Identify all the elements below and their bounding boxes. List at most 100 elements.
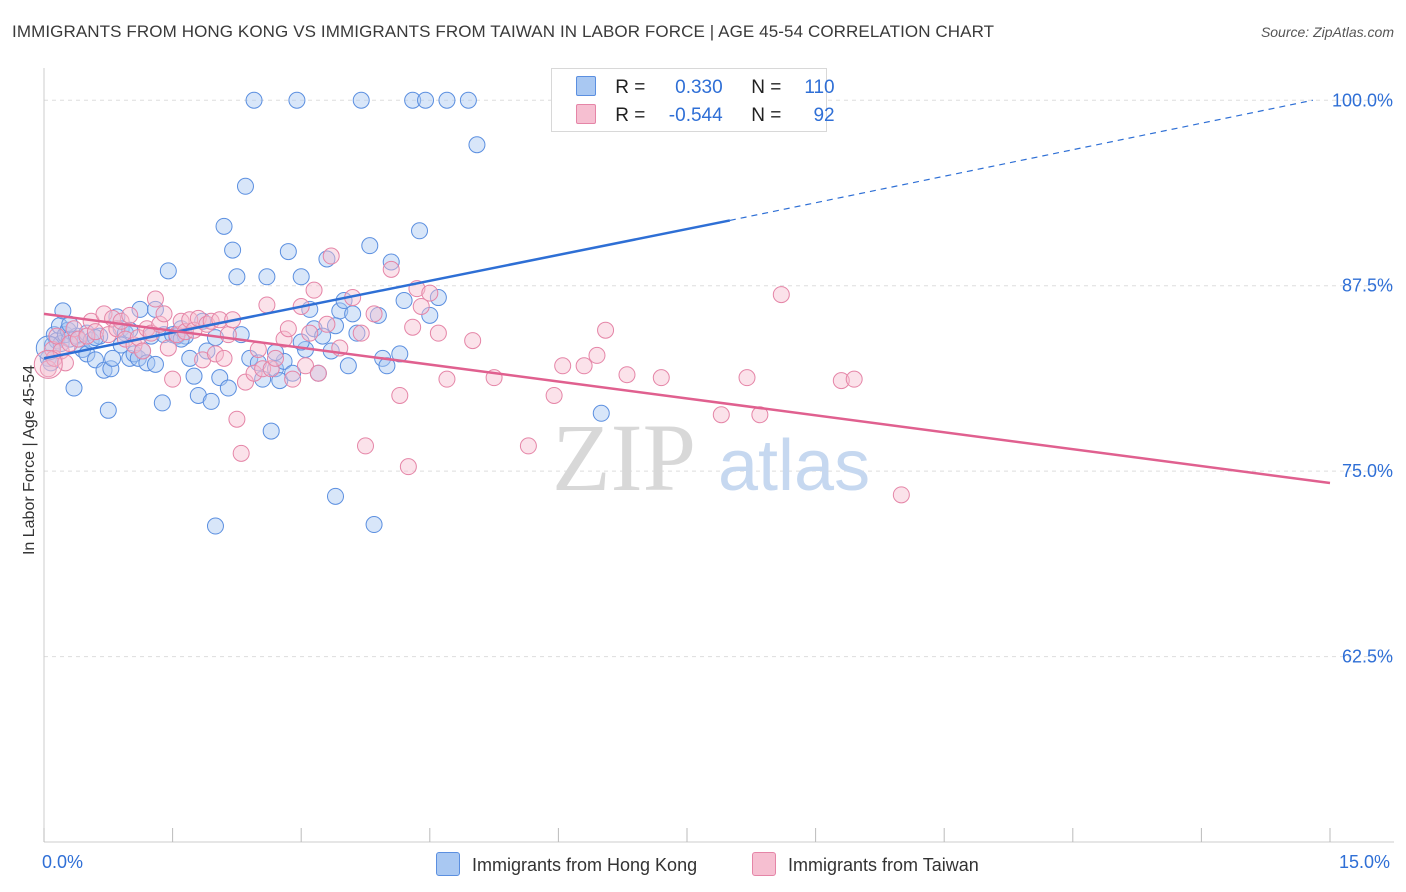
data-point-hong-kong xyxy=(352,91,370,109)
data-point-taiwan xyxy=(772,286,790,304)
data-point-hong-kong xyxy=(86,329,104,347)
data-point-hong-kong xyxy=(339,357,357,375)
data-point-hong-kong xyxy=(279,243,297,261)
data-point-taiwan xyxy=(296,357,314,375)
legend-n-value: 92 xyxy=(813,105,835,126)
data-point-hong-kong xyxy=(185,367,203,385)
data-point-taiwan xyxy=(391,386,409,404)
data-point-taiwan xyxy=(301,324,319,342)
data-point-taiwan xyxy=(832,372,850,390)
bottom-legend-taiwan-label: Immigrants from Taiwan xyxy=(788,855,979,875)
data-point-taiwan xyxy=(258,296,276,314)
legend-n-label: N = xyxy=(751,105,782,126)
data-point-hong-kong xyxy=(365,516,383,534)
data-point-taiwan xyxy=(588,346,606,364)
legend-r-label: R = xyxy=(615,77,646,98)
data-point-taiwan xyxy=(652,369,670,387)
data-point-hong-kong xyxy=(292,268,310,286)
data-point-taiwan xyxy=(738,369,756,387)
data-point-taiwan xyxy=(365,305,383,323)
data-point-taiwan xyxy=(266,349,284,367)
watermark-zip: ZIP xyxy=(552,404,696,511)
data-point-taiwan xyxy=(545,386,563,404)
legend-n-label: N = xyxy=(751,77,782,98)
y-tick-label: 100.0% xyxy=(1332,90,1393,110)
chart-title: IMMIGRANTS FROM HONG KONG VS IMMIGRANTS … xyxy=(12,22,995,41)
data-point-hong-kong xyxy=(224,241,242,259)
data-point-taiwan xyxy=(845,370,863,388)
legend-row-hong-kong: R = 0.330 N = 110 xyxy=(576,76,835,99)
data-point-taiwan xyxy=(254,360,272,378)
data-point-taiwan xyxy=(305,281,323,299)
data-point-hong-kong xyxy=(202,392,220,410)
y-tick-label: 75.0% xyxy=(1342,461,1393,481)
data-point-hong-kong xyxy=(348,324,366,342)
data-point-hong-kong xyxy=(459,91,477,109)
data-point-hong-kong xyxy=(429,289,447,307)
data-point-taiwan xyxy=(575,357,593,375)
data-point-hong-kong xyxy=(181,349,199,367)
correlation-legend: R = 0.330 N = 110 R = -0.544 N = 92 xyxy=(551,68,835,132)
data-point-hong-kong xyxy=(131,300,149,318)
data-point-hong-kong xyxy=(146,355,164,373)
data-point-taiwan xyxy=(121,306,139,324)
data-point-taiwan xyxy=(318,315,336,333)
y-tick-label: 62.5% xyxy=(1342,647,1393,667)
data-point-taiwan xyxy=(429,324,447,342)
legend-r-label: R = xyxy=(615,105,646,126)
data-point-hong-kong xyxy=(344,305,362,323)
data-point-taiwan xyxy=(275,330,293,348)
data-point-hong-kong xyxy=(153,394,171,412)
data-point-taiwan xyxy=(309,364,327,382)
data-point-hong-kong xyxy=(404,91,422,109)
bottom-legend-taiwan: Immigrants from Taiwan xyxy=(752,852,979,876)
data-point-hong-kong xyxy=(102,360,120,378)
data-point-hong-kong xyxy=(438,91,456,109)
data-point-hong-kong xyxy=(215,217,233,235)
data-point-taiwan xyxy=(159,339,177,357)
data-point-taiwan xyxy=(597,321,615,339)
data-point-taiwan xyxy=(519,437,537,455)
data-point-taiwan xyxy=(438,370,456,388)
data-point-hong-kong xyxy=(284,364,302,382)
data-point-hong-kong xyxy=(391,345,409,363)
data-point-hong-kong xyxy=(236,177,254,195)
axes xyxy=(43,68,1394,843)
source-credit: Source: ZipAtlas.com xyxy=(1260,24,1394,40)
data-point-hong-kong xyxy=(288,91,306,109)
data-point-hong-kong xyxy=(99,401,117,419)
data-point-taiwan xyxy=(464,332,482,350)
data-point-hong-kong xyxy=(159,262,177,280)
x-tick-label-max: 15.0% xyxy=(1339,852,1391,872)
data-point-taiwan xyxy=(39,360,57,378)
y-tick-label: 87.5% xyxy=(1342,276,1393,296)
legend-swatch-pink xyxy=(576,104,596,124)
data-point-hong-kong xyxy=(206,517,224,535)
data-point-taiwan xyxy=(65,320,83,338)
y-axis-label: In Labor Force | Age 45-54 xyxy=(21,364,38,556)
data-point-taiwan xyxy=(352,324,370,342)
data-point-hong-kong xyxy=(219,379,237,397)
bottom-legend-swatch-pink xyxy=(752,852,776,876)
data-point-taiwan xyxy=(554,357,572,375)
legend-r-value: -0.544 xyxy=(668,105,723,126)
data-point-taiwan xyxy=(404,318,422,336)
data-point-hong-kong xyxy=(95,361,113,379)
data-point-taiwan xyxy=(232,444,250,462)
legend-n-value: 110 xyxy=(804,77,835,98)
data-point-taiwan xyxy=(164,370,182,388)
data-point-taiwan xyxy=(134,342,152,360)
data-point-taiwan xyxy=(146,290,164,308)
legend-row-taiwan: R = -0.544 N = 92 xyxy=(576,104,835,127)
data-point-taiwan xyxy=(382,260,400,278)
data-point-taiwan xyxy=(99,326,117,344)
data-point-taiwan xyxy=(322,247,340,265)
data-point-taiwan xyxy=(155,305,173,323)
data-point-hong-kong xyxy=(395,292,413,310)
bottom-legend-swatch-blue xyxy=(436,852,460,876)
data-point-hong-kong xyxy=(417,91,435,109)
data-point-taiwan xyxy=(357,437,374,455)
trend-line-hong-kong xyxy=(43,219,731,360)
data-point-taiwan xyxy=(86,323,104,341)
